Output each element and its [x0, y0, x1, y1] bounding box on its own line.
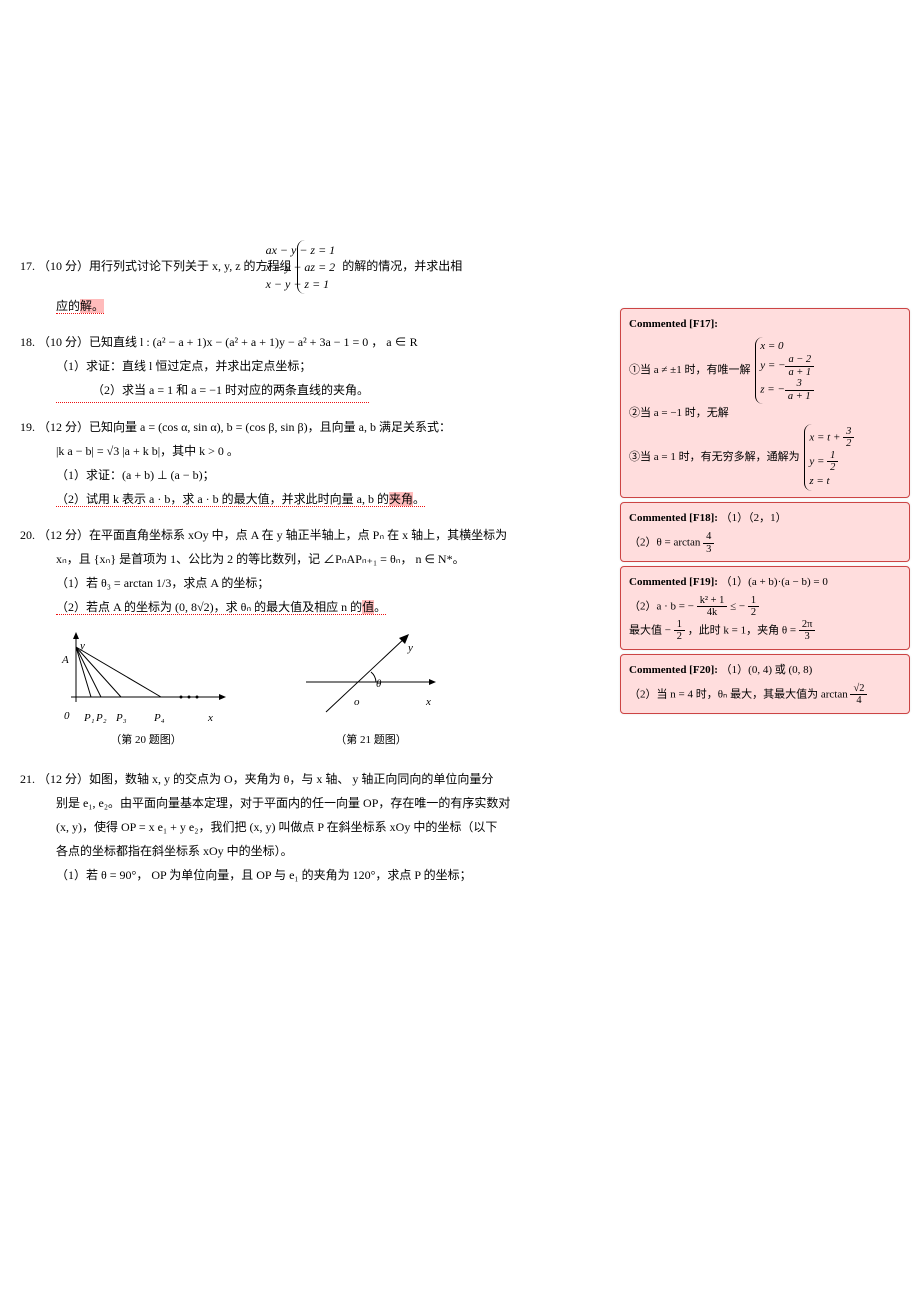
axis-x-label: x: [208, 707, 213, 729]
comment-f17: Commented [F17]: ①当 a ≠ ±1 时，有唯一解 x = 0 …: [620, 308, 910, 498]
problem-17-text: 17. （10 分）用行列式讨论下列关于 x, y, z 的方程组 ax − y…: [20, 240, 600, 294]
problem-20-sub2: （2）若点 A 的坐标为 (0, 8√2)，求 θₙ 的最大值及相应 n 的值。: [20, 595, 600, 619]
problem-21-line3: (x, y)，使得 OP = x e₁ + y e₂，我们把 (x, y) 叫做…: [20, 815, 600, 839]
axis-y-label: y: [408, 637, 413, 659]
text-fragment: 。: [413, 492, 425, 506]
solution-system: x = 0 y = −a − 2a + 1 z = −3a + 1: [755, 337, 818, 404]
comment-case2: ②当 a = −1 时，无解: [629, 404, 901, 424]
eq-line-2: x + y − az = 2: [302, 259, 336, 276]
document-body: 17. （10 分）用行列式讨论下列关于 x, y, z 的方程组 ax − y…: [0, 0, 620, 919]
problem-17-line2: 应的解。: [20, 294, 600, 318]
problem-number: 20.: [20, 528, 35, 542]
axis-y-label: y: [80, 635, 85, 657]
comment-header: Commented [F17]:: [629, 315, 901, 335]
comment-line: （2）当 n = 4 时，θₙ 最大，其最大值为 arctan √24: [629, 683, 901, 707]
axis-x-label: x: [426, 691, 431, 713]
problem-20-line2: xₙ，且 {xₙ} 是首项为 1、公比为 2 的等比数列，记 ∠PₙAPₙ₊₁ …: [20, 547, 600, 571]
problem-21-line4: 各点的坐标都指在斜坐标系 xOy 中的坐标）。: [20, 839, 600, 863]
problem-19: 19. （12 分）已知向量 a = (cos α, sin α), b = (…: [20, 415, 600, 511]
sol-y: y = 12: [809, 450, 854, 474]
solution-system: x = t + 32 y = 12 z = t: [804, 424, 858, 491]
problem-21: 21. （12 分）如图，数轴 x, y 的交点为 O，夹角为 θ，与 x 轴、…: [20, 767, 600, 887]
sol-x: x = t + 32: [809, 426, 854, 450]
figure-20-caption: （第 20 题图）: [56, 729, 236, 751]
text-fragment: （2）试用 k 表示 a · b，求 a · b 的最大值，并求此时向量 a, …: [56, 492, 389, 506]
comment-header: Commented [F18]: （1）（2，1）: [629, 509, 901, 529]
problem-17: 17. （10 分）用行列式讨论下列关于 x, y, z 的方程组 ax − y…: [20, 240, 600, 318]
problem-lead: （10 分）用行列式讨论下列关于 x, y, z 的方程组: [38, 259, 292, 273]
sol-x: x = 0: [760, 339, 814, 354]
problem-21-line2: 别是 e₁, e₂。由平面向量基本定理，对于平面内的任一向量 OP，存在唯一的有…: [20, 791, 600, 815]
sol-z: z = t: [809, 474, 854, 489]
problem-trail: 的解的情况，并求出相: [342, 259, 462, 273]
eq-line-1: ax − y − z = 1: [302, 242, 336, 259]
figures-row: y A 0 P₁ P₂ P₃ P₄ x （第 20 题图）: [20, 627, 600, 751]
comment-f20: Commented [F20]: （1）(0, 4) 或 (0, 8) （2）当…: [620, 654, 910, 714]
problem-18-text: 18. （10 分）已知直线 l : (a² − a + 1)x − (a² +…: [20, 330, 600, 354]
text-fragment: 。: [374, 600, 386, 614]
figure-21-caption: （第 21 题图）: [296, 729, 446, 751]
problem-number: 17.: [20, 259, 35, 273]
equation-system: ax − y − z = 1 x + y − az = 2 x − y − z …: [297, 240, 340, 294]
highlighted-text: 解。: [80, 299, 104, 313]
highlighted-text: 夹角: [389, 492, 413, 506]
problem-lead: （12 分）如图，数轴 x, y 的交点为 O，夹角为 θ，与 x 轴、 y 轴…: [38, 772, 493, 786]
comments-sidebar: Commented [F17]: ①当 a ≠ ±1 时，有唯一解 x = 0 …: [620, 0, 910, 919]
problem-18-sub1: （1）求证：直线 l 恒过定点，并求出定点坐标；: [20, 354, 600, 378]
comment-header: Commented [F20]: （1）(0, 4) 或 (0, 8): [629, 661, 901, 681]
problem-20: 20. （12 分）在平面直角坐标系 xOy 中，点 A 在 y 轴正半轴上，点…: [20, 523, 600, 751]
problem-lead: （10 分）已知直线 l : (a² − a + 1)x − (a² + a +…: [38, 335, 418, 349]
problem-19-sub1: （1）求证：(a + b) ⊥ (a − b)；: [20, 463, 600, 487]
text-fragment: ①当 a ≠ ±1 时，有唯一解: [629, 364, 750, 376]
problem-19-sub2: （2）试用 k 表示 a · b，求 a · b 的最大值，并求此时向量 a, …: [20, 487, 600, 511]
text-fragment: （2）若点 A 的坐标为 (0, 8√2)，求 θₙ 的最大值及相应 n 的: [56, 600, 362, 614]
text-fragment: 应的: [56, 299, 80, 313]
figure-21: y x o θ （第 21 题图）: [296, 627, 446, 751]
comment-line: （2）θ = arctan 43: [629, 531, 901, 555]
p1-label: P₁: [84, 707, 95, 729]
problem-18-sub2: （2）求当 a = 1 和 a = −1 时对应的两条直线的夹角。: [56, 378, 369, 403]
comment-header: Commented [F19]: （1）(a + b)·(a − b) = 0: [629, 573, 901, 593]
text-fragment: ③当 a = 1 时，有无穷多解，通解为: [629, 451, 800, 463]
eq-line-3: x − y − z = 1: [302, 276, 336, 293]
sol-y: y = −a − 2a + 1: [760, 354, 814, 378]
problem-19-text: 19. （12 分）已知向量 a = (cos α, sin α), b = (…: [20, 415, 600, 439]
origin-label: 0: [64, 705, 70, 727]
problem-lead: （12 分）在平面直角坐标系 xOy 中，点 A 在 y 轴正半轴上，点 Pₙ …: [38, 528, 507, 542]
comment-line: 最大值 − 12 ，此时 k = 1，夹角 θ = 2π3: [629, 619, 901, 643]
comment-case1: ①当 a ≠ ±1 时，有唯一解 x = 0 y = −a − 2a + 1 z…: [629, 337, 901, 404]
p2-label: P₂: [96, 707, 107, 729]
problem-19-line2: |k a − b| = √3 |a + k b|，其中 k > 0 。: [20, 439, 600, 463]
p3-label: P₃: [116, 707, 127, 729]
problem-number: 18.: [20, 335, 35, 349]
problem-18: 18. （10 分）已知直线 l : (a² − a + 1)x − (a² +…: [20, 330, 600, 403]
problem-20-sub1: （1）若 θ₃ = arctan 1/3，求点 A 的坐标；: [20, 571, 600, 595]
point-A-label: A: [62, 649, 69, 671]
figure-20: y A 0 P₁ P₂ P₃ P₄ x （第 20 题图）: [56, 627, 236, 751]
problem-21-sub1: （1）若 θ = 90°， OP 为单位向量，且 OP 与 e₁ 的夹角为 12…: [20, 863, 600, 887]
problem-number: 19.: [20, 420, 35, 434]
problem-number: 21.: [20, 772, 35, 786]
sol-z: z = −3a + 1: [760, 378, 814, 402]
comment-line: （2）a · b = − k² + 14k ≤ − 12: [629, 595, 901, 619]
problem-21-text: 21. （12 分）如图，数轴 x, y 的交点为 O，夹角为 θ，与 x 轴、…: [20, 767, 600, 791]
problem-lead: （12 分）已知向量 a = (cos α, sin α), b = (cos …: [38, 420, 451, 434]
highlighted-text: 值: [362, 600, 374, 614]
comment-f18: Commented [F18]: （1）（2，1） （2）θ = arctan …: [620, 502, 910, 562]
theta-label: θ: [376, 673, 381, 695]
comment-f19: Commented [F19]: （1）(a + b)·(a − b) = 0 …: [620, 566, 910, 650]
figure-21-svg: [296, 627, 446, 717]
origin-label: o: [354, 691, 360, 713]
comment-case3: ③当 a = 1 时，有无穷多解，通解为 x = t + 32 y = 12 z…: [629, 424, 901, 491]
problem-20-text: 20. （12 分）在平面直角坐标系 xOy 中，点 A 在 y 轴正半轴上，点…: [20, 523, 600, 547]
p4-label: P₄: [154, 707, 165, 729]
